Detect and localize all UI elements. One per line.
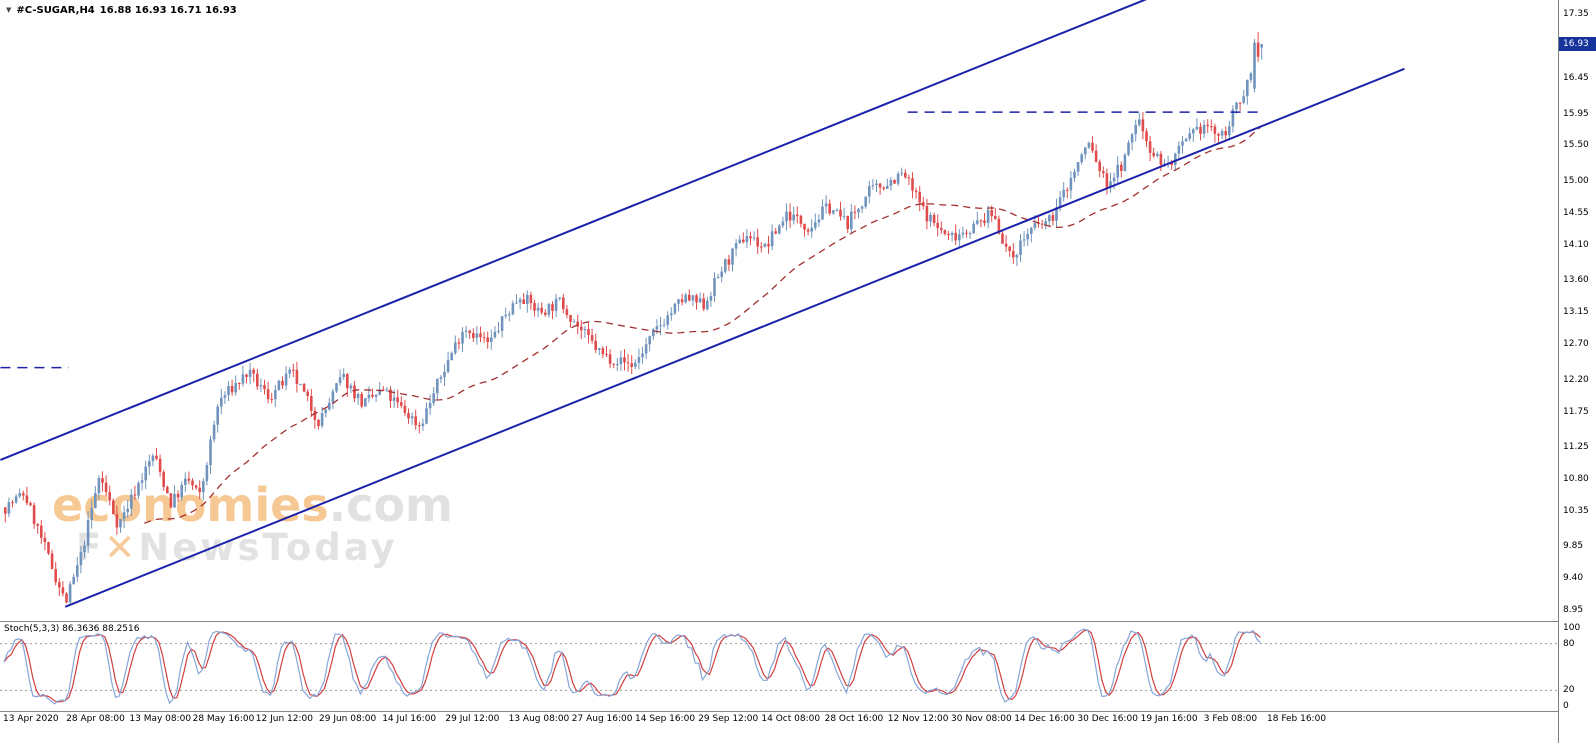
price-axis-label: 16.45 bbox=[1563, 73, 1589, 84]
time-axis-label: 14 Dec 16:00 bbox=[1014, 714, 1075, 724]
price-axis-label: 9.85 bbox=[1563, 541, 1584, 552]
panel-separator-top[interactable] bbox=[0, 621, 1596, 622]
watermark-brand: economies.com bbox=[52, 482, 453, 529]
time-axis-label: 19 Jan 16:00 bbox=[1140, 714, 1198, 724]
watermark-x-icon: ✕ bbox=[104, 525, 139, 569]
price-axis-label: 10.80 bbox=[1563, 474, 1589, 485]
time-axis-label: 28 Apr 08:00 bbox=[66, 714, 125, 724]
time-axis-label: 3 Feb 08:00 bbox=[1203, 714, 1258, 724]
price-axis-label: 12.70 bbox=[1563, 339, 1589, 350]
symbol-name: #C-SUGAR,H4 bbox=[16, 5, 95, 16]
stoch-axis-label: 20 bbox=[1563, 685, 1575, 696]
price-chart-canvas[interactable] bbox=[0, 0, 1558, 621]
stoch-axis-label: 100 bbox=[1563, 623, 1581, 633]
price-axis-label: 14.55 bbox=[1563, 207, 1589, 218]
time-axis-label: 12 Nov 12:00 bbox=[887, 714, 949, 724]
time-axis[interactable]: 13 Apr 2020 28 Apr 08:00 13 May 08:00 28 Ma… bbox=[0, 712, 1558, 736]
chart-symbol-header: ▼ #C-SUGAR,H4 16.88 16.93 16.71 16.93 bbox=[6, 5, 237, 16]
stoch-axis-label: 0 bbox=[1563, 701, 1569, 711]
time-axis-label: 13 Aug 08:00 bbox=[508, 714, 570, 724]
price-axis[interactable]: 17.35 16.45 15.95 15.50 15.00 14.55 14.10 13.60… bbox=[1558, 0, 1596, 743]
time-axis-label: 28 Oct 16:00 bbox=[824, 714, 884, 724]
stochastic-indicator-label: Stoch(5,3,3) 86.3636 88.2516 bbox=[4, 624, 140, 634]
expand-triangle-icon[interactable]: ▼ bbox=[6, 6, 12, 14]
current-price-tag: 16.93 bbox=[1559, 37, 1596, 51]
time-axis-label: 28 May 16:00 bbox=[192, 714, 255, 724]
time-axis-label: 12 Jun 12:00 bbox=[255, 714, 313, 724]
panel-separator-bottom[interactable] bbox=[0, 711, 1596, 712]
time-axis-label: 13 Apr 2020 bbox=[3, 714, 59, 724]
time-axis-label: 30 Dec 16:00 bbox=[1077, 714, 1138, 724]
time-axis-label: 14 Sep 16:00 bbox=[635, 714, 696, 724]
price-axis-label: 13.60 bbox=[1563, 275, 1589, 286]
watermark-brand-suffix: .com bbox=[328, 478, 453, 532]
price-axis-label: 15.00 bbox=[1563, 175, 1589, 186]
time-axis-label: 29 Sep 12:00 bbox=[698, 714, 759, 724]
time-axis-label: 27 Aug 16:00 bbox=[571, 714, 633, 724]
stochastic-panel-canvas[interactable] bbox=[0, 622, 1558, 711]
price-axis-label: 17.35 bbox=[1563, 9, 1589, 20]
time-axis-label: 14 Oct 08:00 bbox=[761, 714, 821, 724]
stoch-axis-label: 80 bbox=[1563, 638, 1575, 649]
time-axis-label: 18 Feb 16:00 bbox=[1267, 714, 1327, 724]
price-axis-label: 14.10 bbox=[1563, 239, 1589, 250]
symbol-ohlc-quotes: 16.88 16.93 16.71 16.93 bbox=[99, 5, 237, 16]
price-axis-label: 12.20 bbox=[1563, 374, 1589, 385]
price-axis-label: 10.35 bbox=[1563, 505, 1589, 516]
time-axis-label: 30 Nov 08:00 bbox=[951, 714, 1012, 724]
price-axis-label: 11.75 bbox=[1563, 406, 1589, 417]
time-axis-label: 29 Jun 08:00 bbox=[319, 714, 377, 724]
price-axis-label: 11.25 bbox=[1563, 442, 1589, 453]
price-axis-label: 15.95 bbox=[1563, 108, 1589, 119]
price-axis-label: 9.40 bbox=[1563, 573, 1584, 584]
price-axis-label: 8.95 bbox=[1563, 605, 1584, 616]
time-axis-label: 29 Jul 12:00 bbox=[445, 714, 500, 724]
time-axis-label: 13 May 08:00 bbox=[129, 714, 192, 724]
price-axis-label: 15.50 bbox=[1563, 140, 1589, 151]
time-axis-label: 14 Jul 16:00 bbox=[382, 714, 437, 724]
price-axis-label: 13.15 bbox=[1563, 307, 1589, 318]
